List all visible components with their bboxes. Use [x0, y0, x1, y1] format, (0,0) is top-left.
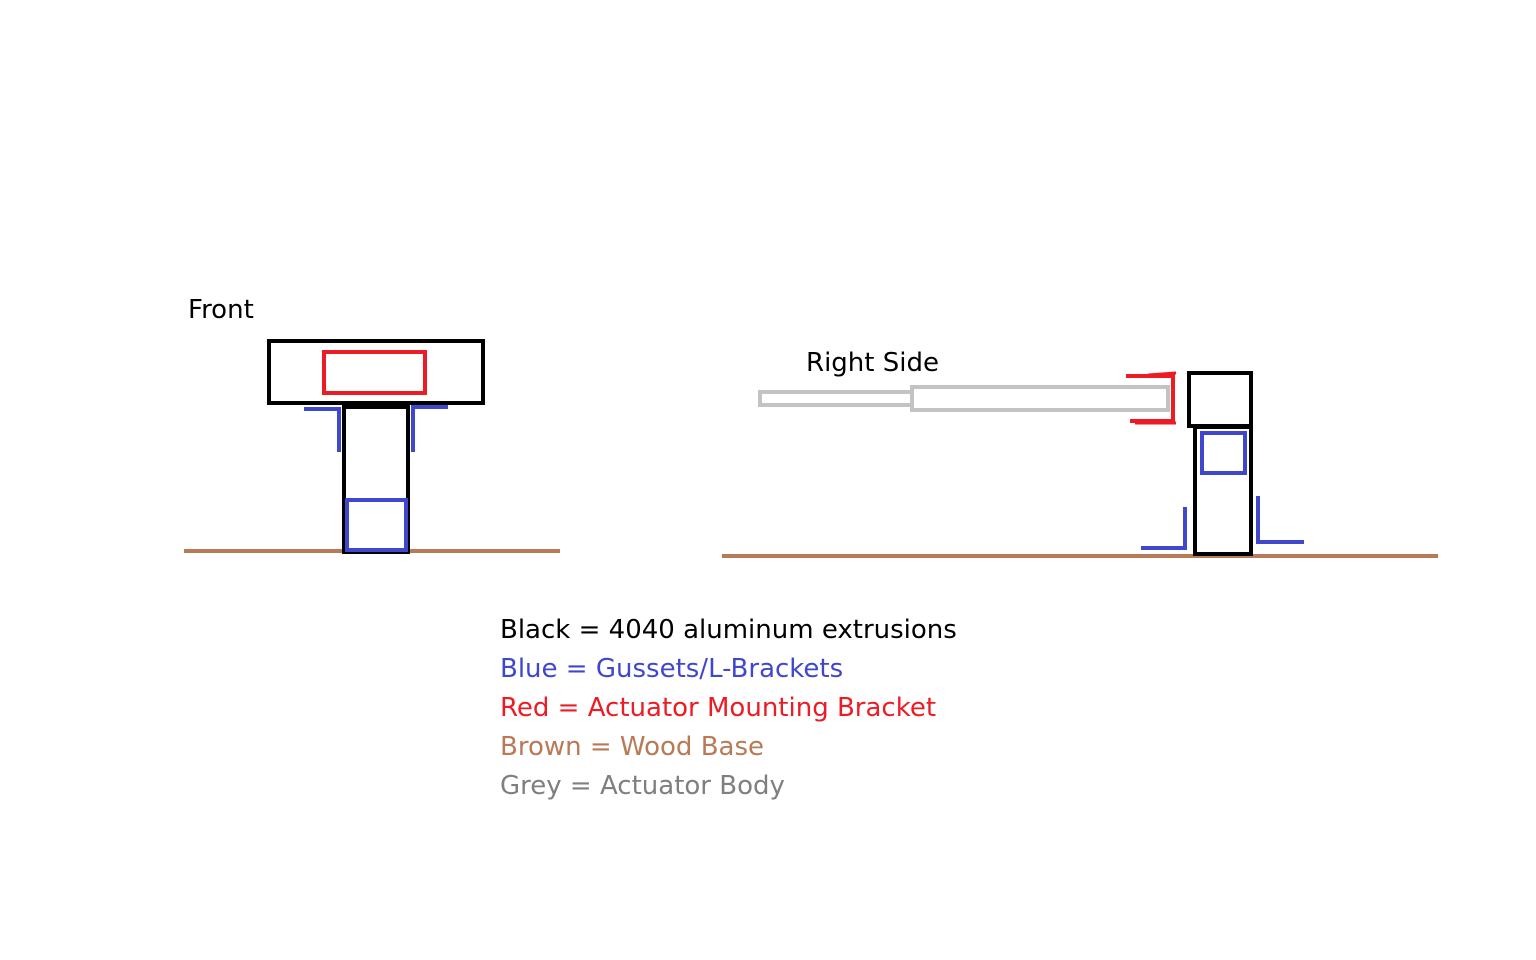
right-side-view: [722, 371, 1438, 558]
side-actuator-rod: [758, 390, 914, 407]
side-right-l-bracket: [1256, 496, 1304, 544]
front-view: [184, 339, 560, 554]
side-actuator-bracket: [1126, 374, 1175, 423]
legend-extrusions: Black = 4040 aluminum extrusions: [500, 615, 957, 645]
side-actuator-bracket-top-lip: [1147, 371, 1177, 377]
color-legend: Black = 4040 aluminum extrusions Blue = …: [500, 611, 957, 806]
front-view-label: Front: [188, 295, 254, 325]
right-side-view-label: Right Side: [806, 348, 939, 378]
legend-actuator-bracket: Red = Actuator Mounting Bracket: [500, 693, 937, 723]
side-gusset-block: [1200, 431, 1247, 475]
front-vertical-extrusion: [342, 405, 410, 554]
legend-wood-base: Brown = Wood Base: [500, 732, 764, 762]
side-top-extrusion: [1187, 371, 1253, 428]
front-left-l-bracket: [304, 407, 341, 452]
front-right-l-bracket: [411, 405, 448, 452]
front-actuator-bracket: [322, 350, 427, 395]
side-left-l-bracket: [1141, 507, 1187, 550]
side-vertical-extrusion: [1193, 425, 1253, 556]
front-top-extrusion: [267, 339, 485, 405]
legend-gussets: Blue = Gussets/L-Brackets: [500, 654, 844, 684]
legend-actuator-body: Grey = Actuator Body: [500, 771, 785, 801]
front-gusset-block: [345, 498, 408, 552]
side-actuator-body: [910, 385, 1170, 412]
